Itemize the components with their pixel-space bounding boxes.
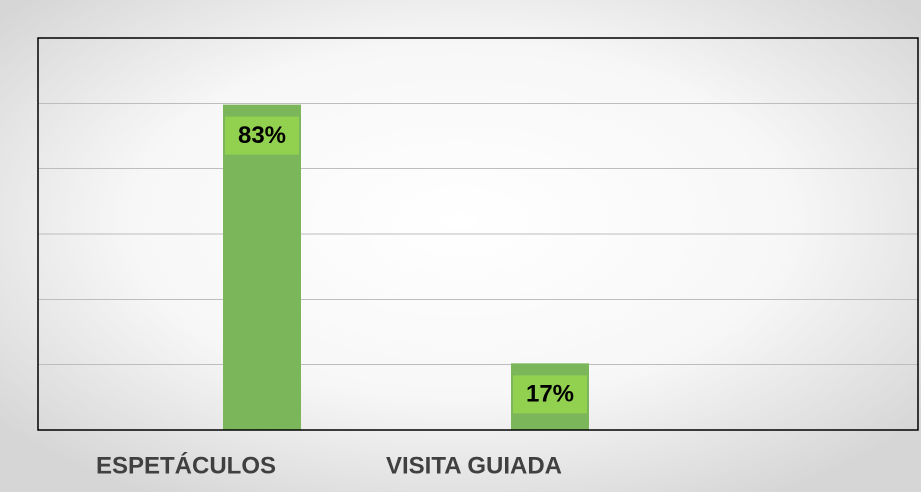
x-tick-label: ESPETÁCULOS bbox=[96, 451, 276, 479]
data-label-box bbox=[225, 116, 299, 155]
marks: 83% 17% bbox=[223, 104, 589, 430]
data-label: 83% bbox=[238, 122, 286, 149]
x-tick-label: VISITA GUIADA bbox=[386, 452, 562, 479]
data-label: 17% bbox=[526, 381, 574, 408]
bar bbox=[223, 104, 301, 430]
data-label-box bbox=[513, 375, 587, 414]
plot-border bbox=[37, 37, 919, 431]
